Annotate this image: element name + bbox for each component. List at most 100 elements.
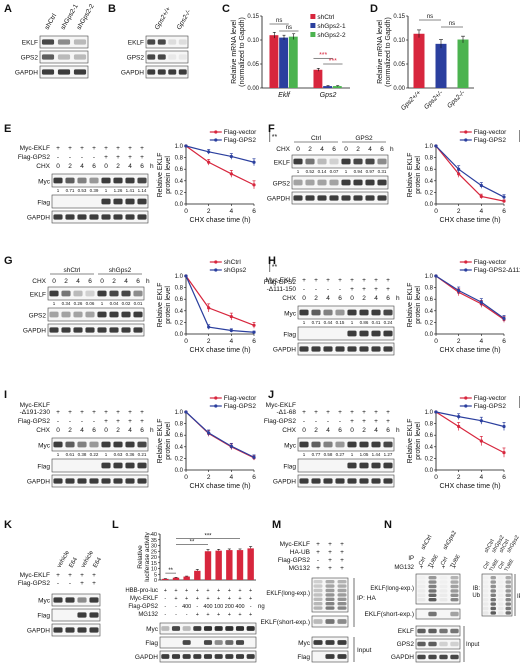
band — [214, 640, 223, 645]
blot-label: Myc — [38, 178, 51, 185]
smear-band — [490, 606, 496, 611]
condition-value: 4 — [320, 146, 324, 153]
panel-letter-C: C — [222, 3, 230, 15]
band — [133, 290, 143, 297]
condition-value: + — [140, 409, 144, 416]
band — [299, 441, 309, 448]
band — [49, 290, 59, 297]
bar — [435, 43, 447, 88]
chart-C: 0.00 0.05 0.10 0.15 Relative mRNA level (norm… — [231, 14, 350, 99]
condition-value: - — [81, 418, 83, 425]
band — [203, 654, 213, 659]
band — [335, 309, 345, 316]
x-tick-label: Gps2+/+ — [400, 89, 423, 112]
band — [246, 626, 255, 631]
blot-label: GAPDH — [121, 70, 144, 77]
condition-value: + — [328, 557, 332, 564]
y-tick-label: 25 — [151, 549, 157, 555]
blot-row — [297, 437, 395, 452]
smear-band — [337, 602, 347, 606]
band — [182, 640, 191, 645]
condition-value: + — [314, 277, 318, 284]
band — [89, 441, 99, 448]
x-tick-label: 6 — [502, 208, 506, 215]
condition-value: + — [92, 580, 96, 587]
legend-marker — [464, 404, 468, 408]
condition-value: 2 — [68, 427, 72, 434]
smear-band — [483, 606, 489, 611]
band — [193, 626, 202, 631]
smear-band — [313, 597, 323, 601]
smear-band — [490, 576, 496, 580]
blot-label: GAPDH — [27, 215, 50, 222]
band — [293, 195, 303, 201]
blot-label: Myc — [284, 442, 297, 449]
legend-marker — [464, 260, 468, 264]
condition-value: + — [386, 409, 390, 416]
condition-value: + — [68, 145, 72, 152]
condition-label: CHX — [36, 163, 50, 170]
condition-value: + — [116, 409, 120, 416]
band — [347, 330, 357, 337]
blot-row — [145, 50, 189, 64]
condition-label: IP — [408, 556, 414, 562]
band — [293, 179, 303, 186]
smear-band — [483, 580, 489, 584]
band — [137, 198, 147, 205]
condition-value: + — [80, 145, 84, 152]
data-point — [229, 154, 233, 159]
smear-band — [325, 593, 335, 597]
band — [359, 309, 369, 316]
data-point — [184, 274, 188, 278]
condition-value: - — [315, 418, 317, 425]
band — [323, 309, 333, 316]
band — [121, 290, 131, 297]
condition-value: + — [340, 565, 344, 572]
blot-label: Flag — [37, 613, 50, 620]
legend-marker — [214, 260, 218, 264]
panel-letter-F: F — [268, 123, 275, 135]
blot-row — [145, 65, 189, 79]
condition-value: + — [316, 565, 320, 572]
condition-value: 400 — [203, 604, 212, 610]
condition-value: Ctrl — [418, 556, 427, 566]
legend-label: Flag-vector — [224, 129, 257, 136]
legend-label: shGps2 — [224, 267, 247, 274]
sig-label: ns — [276, 18, 282, 24]
band — [178, 69, 187, 75]
band — [41, 39, 55, 45]
band — [325, 619, 335, 624]
bar — [269, 35, 279, 88]
y-tick-label: 0.2 — [175, 456, 184, 462]
blot-row — [297, 342, 395, 356]
band — [359, 441, 369, 448]
condition-value: + — [302, 277, 306, 284]
condition-value: + — [164, 588, 167, 594]
band — [383, 441, 393, 448]
condition-value: + — [314, 409, 318, 416]
data-point — [479, 194, 483, 199]
y-tick-label: 0.0 — [175, 332, 184, 338]
condition-value: 0 — [344, 146, 348, 153]
bar — [313, 69, 323, 88]
band — [137, 478, 147, 484]
condition-value: TUBE — [503, 558, 515, 573]
band — [383, 462, 393, 469]
lane-label: E64 — [69, 556, 80, 569]
band — [450, 641, 459, 647]
condition-value: + — [374, 277, 378, 284]
condition-value: 0 — [56, 163, 60, 170]
condition-value: + — [374, 286, 378, 293]
smear-band — [325, 602, 335, 606]
band — [171, 626, 181, 631]
band — [101, 462, 111, 469]
smear-band — [505, 584, 511, 589]
condition-value: 4 — [368, 146, 372, 153]
band — [121, 327, 131, 333]
band — [73, 327, 83, 333]
sig-label: ns — [449, 21, 455, 27]
blot-row — [47, 307, 145, 322]
band — [85, 327, 95, 333]
y-axis-label: protein level — [415, 286, 422, 324]
